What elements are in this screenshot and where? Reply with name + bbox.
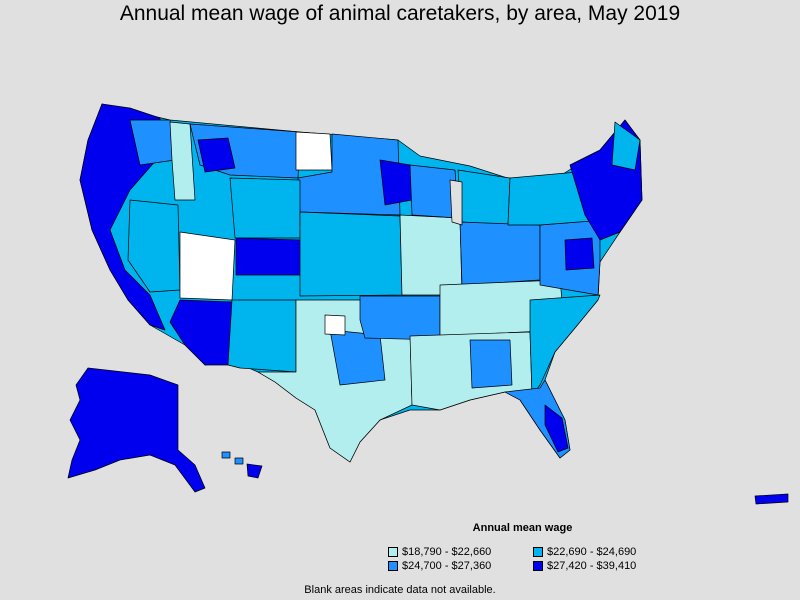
region-midwest-east <box>459 221 541 286</box>
region-minnesota <box>379 159 413 206</box>
legend-label-high: $27,420 - $39,410 <box>547 560 637 572</box>
legend-item-high: $27,420 - $39,410 <box>533 560 636 572</box>
region-southeast-atlantic <box>529 294 601 396</box>
lake-michigan <box>449 179 463 226</box>
region-idaho-north <box>169 121 196 201</box>
region-oklahoma-arkansas <box>359 295 441 341</box>
region-wyoming <box>229 177 301 239</box>
region-great-plains <box>299 211 403 297</box>
region-michigan <box>457 169 511 226</box>
region-dc-baltimore <box>564 237 595 271</box>
region-hawaii-1 <box>221 451 231 459</box>
region-utah-nodata <box>179 231 236 301</box>
region-alaska <box>67 367 206 493</box>
region-montana-west <box>197 137 236 173</box>
region-nevada <box>127 199 181 293</box>
legend-swatch-mid-low <box>533 547 543 557</box>
region-maine <box>611 121 641 171</box>
region-alabama <box>469 339 513 389</box>
region-florida-south <box>544 404 569 453</box>
legend-swatch-low <box>388 547 398 557</box>
footnote: Blank areas indicate data not available. <box>304 584 496 596</box>
map-title: Annual mean wage of animal caretakers, b… <box>119 2 681 25</box>
legend-label-mid-low: $22,690 - $24,690 <box>547 546 637 558</box>
region-arizona <box>169 299 233 366</box>
region-hawaii-2 <box>234 457 244 465</box>
legend-swatch-high <box>533 561 543 571</box>
region-montana-northeast-nodata <box>295 131 333 171</box>
legend-item-mid-low: $22,690 - $24,690 <box>533 546 636 558</box>
legend-title: Annual mean wage <box>472 522 573 534</box>
region-puerto-rico <box>754 493 789 505</box>
region-colorado <box>235 237 301 276</box>
region-texas-panhandle-nodata <box>324 314 346 336</box>
region-new-mexico <box>227 299 297 373</box>
region-iowa-missouri <box>399 214 463 296</box>
legend-item-mid-high: $24,700 - $27,360 <box>388 560 491 572</box>
legend-label-mid-high: $24,700 - $27,360 <box>402 560 492 572</box>
legend-item-low: $18,790 - $22,660 <box>388 546 491 558</box>
region-hawaii-3 <box>246 463 263 479</box>
legend-swatch-mid-high <box>388 561 398 571</box>
legend-label-low: $18,790 - $22,660 <box>402 546 492 558</box>
region-texas-central <box>329 329 386 386</box>
